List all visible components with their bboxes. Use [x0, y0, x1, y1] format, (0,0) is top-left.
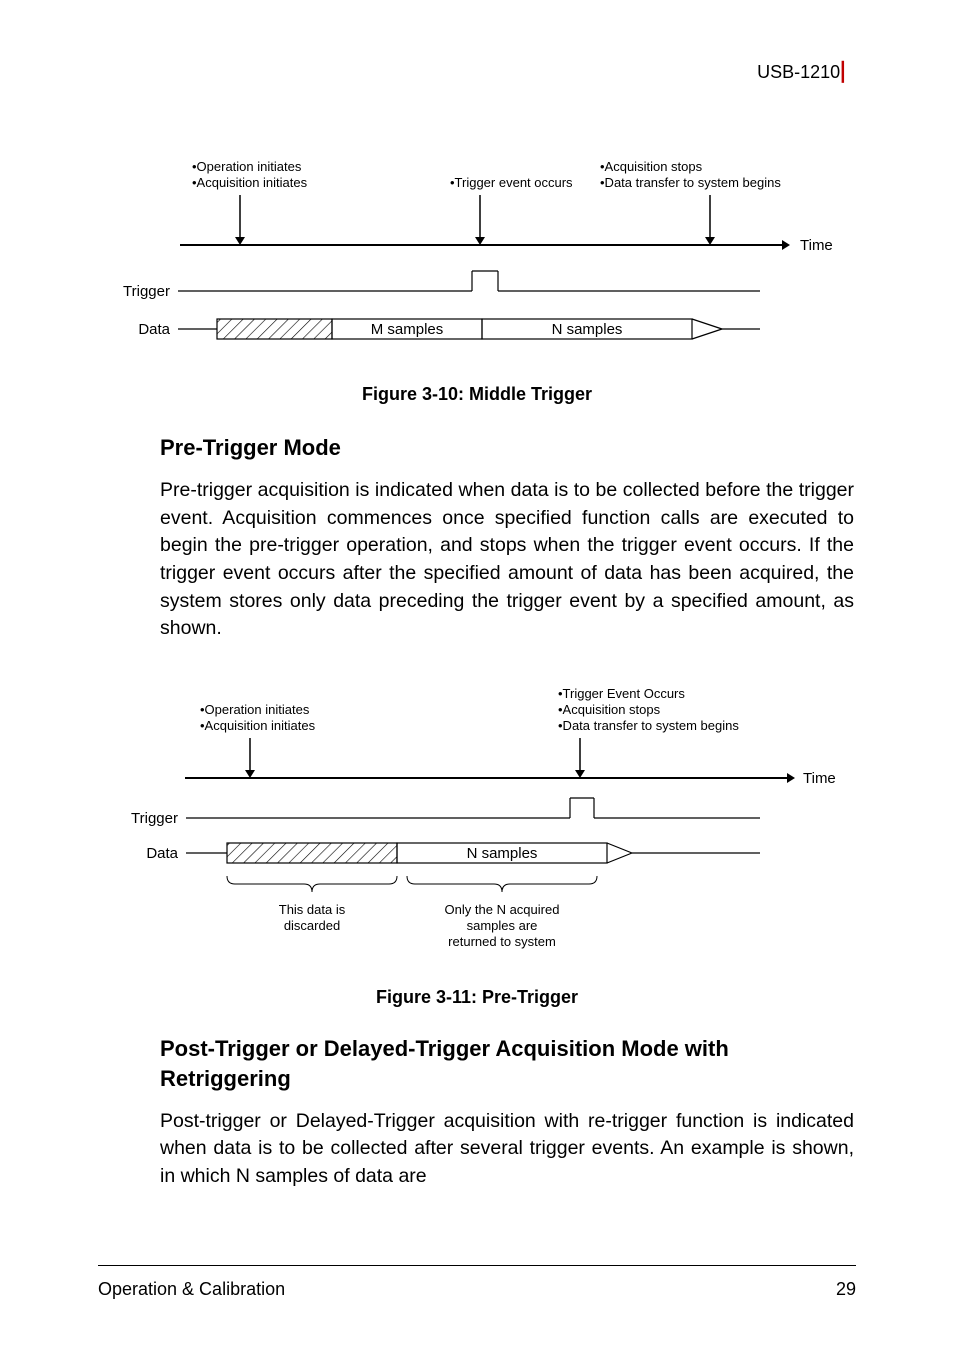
svg-text:Trigger: Trigger — [131, 810, 178, 827]
footer-page-number: 29 — [836, 1279, 856, 1300]
body-post-trigger-retrigger: Post-trigger or Delayed-Trigger acquisit… — [160, 1108, 854, 1191]
svg-text:•Acquisition stops: •Acquisition stops — [600, 159, 703, 174]
heading-post-trigger-retrigger: Post-Trigger or Delayed-Trigger Acquisit… — [160, 1034, 854, 1093]
product-label: USB-1210 — [757, 62, 840, 82]
svg-text:This data is: This data is — [279, 902, 346, 917]
svg-text:Time: Time — [800, 237, 833, 254]
svg-text:•Operation initiates: •Operation initiates — [192, 159, 302, 174]
svg-text:•Data transfer to system begin: •Data transfer to system begins — [558, 718, 739, 733]
svg-text:Data: Data — [146, 845, 178, 862]
svg-text:M samples: M samples — [371, 321, 444, 338]
svg-text:discarded: discarded — [284, 918, 340, 933]
footer-section-label: Operation & Calibration — [98, 1279, 285, 1300]
svg-text:•Trigger event occurs: •Trigger event occurs — [450, 175, 573, 190]
figure-middle-trigger: •Operation initiates•Acquisition initiat… — [100, 145, 854, 405]
svg-text:Data: Data — [138, 321, 170, 338]
svg-text:Trigger: Trigger — [123, 283, 170, 300]
svg-text:•Acquisition initiates: •Acquisition initiates — [200, 718, 316, 733]
svg-text:returned to system: returned to system — [448, 934, 556, 949]
heading-pre-trigger-mode: Pre-Trigger Mode — [160, 435, 854, 461]
svg-text:•Data transfer to system begin: •Data transfer to system begins — [600, 175, 781, 190]
svg-text:•Acquisition stops: •Acquisition stops — [558, 702, 661, 717]
svg-text:•Operation initiates: •Operation initiates — [200, 702, 310, 717]
svg-text:•Trigger Event Occurs: •Trigger Event Occurs — [558, 686, 685, 701]
svg-text:N samples: N samples — [467, 845, 538, 862]
figure-caption-2: Figure 3-11: Pre-Trigger — [100, 987, 854, 1008]
footer-rule — [98, 1265, 856, 1266]
page-header-product: USB-1210▏ — [757, 62, 856, 83]
pre-trigger-diagram: •Operation initiates•Acquisition initiat… — [100, 678, 840, 968]
figure-caption-1: Figure 3-10: Middle Trigger — [100, 384, 854, 405]
figure-pre-trigger: •Operation initiates•Acquisition initiat… — [100, 678, 854, 1008]
svg-text:samples are: samples are — [467, 918, 538, 933]
svg-text:Only the N acquired: Only the N acquired — [445, 902, 560, 917]
middle-trigger-diagram: •Operation initiates•Acquisition initiat… — [100, 145, 840, 365]
svg-text:N samples: N samples — [552, 321, 623, 338]
header-bar-icon: ▏ — [842, 62, 856, 82]
body-pre-trigger-mode: Pre-trigger acquisition is indicated whe… — [160, 477, 854, 643]
svg-text:•Acquisition initiates: •Acquisition initiates — [192, 175, 308, 190]
svg-text:Time: Time — [803, 770, 836, 787]
